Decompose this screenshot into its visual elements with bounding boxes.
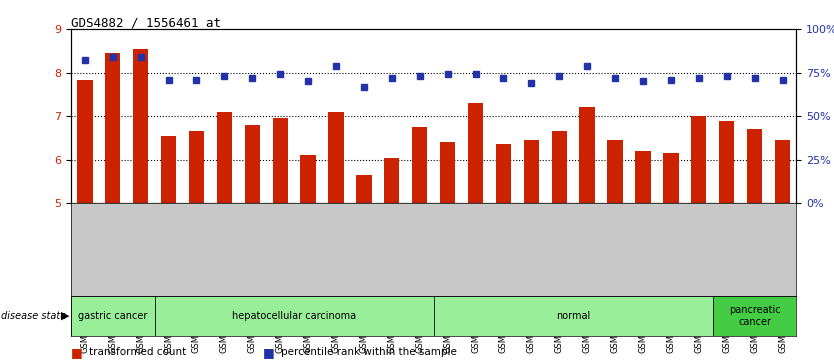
Bar: [607, 140, 623, 203]
Bar: [580, 107, 595, 203]
Bar: [356, 175, 372, 203]
Bar: [217, 112, 232, 203]
Bar: [273, 118, 288, 203]
Bar: [161, 136, 176, 203]
Bar: [747, 129, 762, 203]
Bar: [71, 296, 154, 336]
Bar: [663, 153, 679, 203]
Bar: [636, 151, 651, 203]
Text: ■: ■: [263, 346, 274, 359]
Text: pancreatic
cancer: pancreatic cancer: [729, 305, 781, 327]
Text: GDS4882 / 1556461_at: GDS4882 / 1556461_at: [71, 16, 221, 29]
Bar: [412, 127, 427, 203]
Bar: [691, 116, 706, 203]
Bar: [154, 296, 434, 336]
Bar: [719, 121, 735, 203]
Bar: [551, 131, 567, 203]
Bar: [713, 296, 796, 336]
Bar: [188, 131, 204, 203]
Bar: [300, 155, 316, 203]
Text: disease state: disease state: [1, 311, 66, 321]
Text: transformed count: transformed count: [89, 347, 187, 357]
Bar: [384, 158, 399, 203]
Bar: [105, 53, 120, 203]
Bar: [495, 144, 511, 203]
Bar: [524, 140, 539, 203]
Bar: [468, 103, 483, 203]
Bar: [133, 49, 148, 203]
Bar: [434, 296, 713, 336]
Text: normal: normal: [556, 311, 590, 321]
Bar: [329, 112, 344, 203]
Text: gastric cancer: gastric cancer: [78, 311, 148, 321]
Text: ■: ■: [71, 346, 83, 359]
Text: hepatocellular carcinoma: hepatocellular carcinoma: [232, 311, 356, 321]
Text: ▶: ▶: [61, 311, 69, 321]
Bar: [244, 125, 260, 203]
Bar: [440, 142, 455, 203]
Text: percentile rank within the sample: percentile rank within the sample: [281, 347, 457, 357]
Bar: [78, 80, 93, 203]
Bar: [775, 140, 790, 203]
